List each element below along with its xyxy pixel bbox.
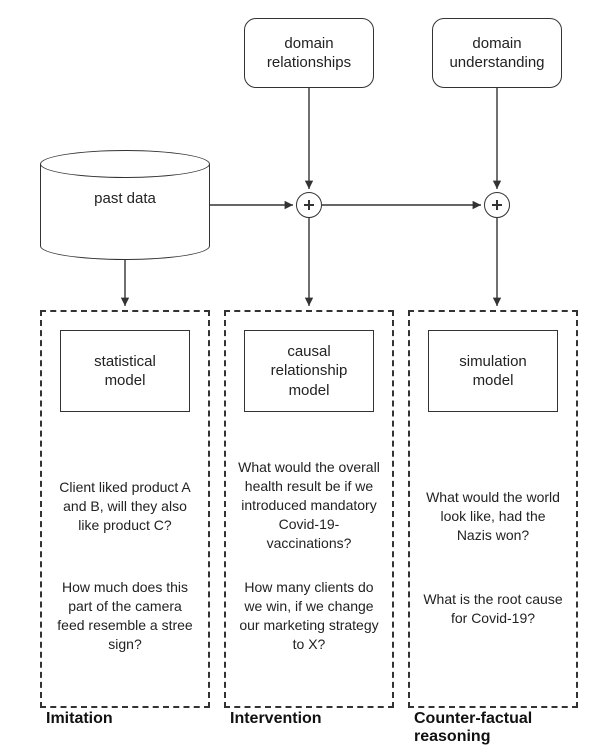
question-text: How many clients do we win, if we change… (230, 578, 388, 678)
plus-node-1 (296, 192, 322, 218)
node-statistical-model: statistical model (60, 330, 190, 412)
column-label-intervention: Intervention (230, 710, 322, 728)
node-label: simulation model (459, 352, 527, 391)
column-label-imitation: Imitation (46, 710, 113, 728)
node-past-data-cylinder: past data (40, 150, 210, 260)
cylinder-top (40, 150, 210, 178)
cylinder-label: past data (40, 190, 210, 207)
column-label-counterfactual: Counter-factual reasoning (414, 710, 576, 746)
node-label: statistical model (94, 352, 156, 391)
question-text: Client liked product A and B, will they … (46, 478, 204, 568)
node-label: domain understanding (449, 34, 544, 73)
plus-node-2 (484, 192, 510, 218)
cylinder-mask (42, 232, 209, 246)
diagram-canvas: domain relationships domain understandin… (0, 0, 602, 737)
node-label: domain relationships (267, 34, 351, 73)
question-text: What is the root cause for Covid-19? (414, 590, 572, 650)
node-domain-relationships: domain relationships (244, 18, 374, 88)
question-text: How much does this part of the camera fe… (46, 578, 204, 668)
question-text: What would the world look like, had the … (414, 488, 572, 568)
node-label: causal relationship model (253, 342, 365, 401)
node-domain-understanding: domain understanding (432, 18, 562, 88)
node-simulation-model: simulation model (428, 330, 558, 412)
question-text: What would the overall health result be … (230, 458, 388, 568)
node-causal-model: causal relationship model (244, 330, 374, 412)
